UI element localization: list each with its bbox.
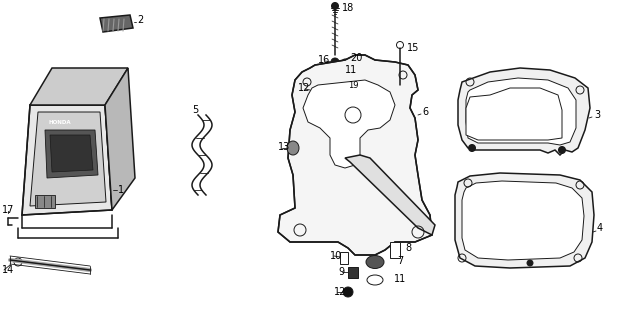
Polygon shape	[455, 173, 594, 268]
Circle shape	[332, 3, 339, 10]
Polygon shape	[462, 181, 584, 260]
Polygon shape	[466, 88, 562, 140]
Text: 6: 6	[422, 107, 428, 117]
Polygon shape	[22, 105, 112, 215]
Polygon shape	[340, 252, 348, 264]
Circle shape	[527, 260, 533, 266]
Circle shape	[559, 147, 566, 154]
Text: 20: 20	[350, 53, 362, 63]
Circle shape	[307, 86, 314, 93]
Polygon shape	[278, 55, 432, 255]
Text: 19: 19	[348, 81, 359, 90]
Polygon shape	[30, 68, 128, 105]
Polygon shape	[390, 242, 400, 258]
Text: 16: 16	[318, 55, 330, 65]
Polygon shape	[35, 195, 55, 208]
Polygon shape	[30, 112, 106, 206]
Text: 11: 11	[345, 65, 357, 75]
Ellipse shape	[366, 255, 384, 268]
Text: 8: 8	[405, 243, 411, 253]
Text: 9: 9	[338, 267, 344, 277]
Text: HONDA: HONDA	[49, 119, 71, 124]
Polygon shape	[100, 15, 133, 32]
Text: 12: 12	[334, 287, 346, 297]
Polygon shape	[348, 267, 358, 278]
Text: 5: 5	[192, 105, 198, 115]
Circle shape	[343, 287, 353, 297]
Text: 7: 7	[397, 256, 403, 266]
Text: 1: 1	[118, 185, 124, 195]
Text: 17: 17	[2, 205, 14, 215]
Text: 18: 18	[342, 3, 354, 13]
Circle shape	[331, 58, 339, 66]
Polygon shape	[466, 78, 576, 145]
Ellipse shape	[287, 141, 299, 155]
Polygon shape	[45, 130, 98, 178]
Text: 13: 13	[278, 142, 290, 152]
Polygon shape	[105, 68, 135, 210]
Polygon shape	[458, 68, 590, 155]
Text: 10: 10	[330, 251, 342, 261]
Text: 11: 11	[394, 274, 406, 284]
Text: 14: 14	[2, 265, 14, 275]
Polygon shape	[50, 135, 93, 172]
Text: 4: 4	[597, 223, 603, 233]
Text: 12: 12	[298, 83, 310, 93]
Text: 2: 2	[137, 15, 143, 25]
Polygon shape	[345, 155, 435, 235]
Text: 3: 3	[594, 110, 600, 120]
Text: 15: 15	[407, 43, 419, 53]
Circle shape	[468, 145, 475, 151]
Polygon shape	[303, 80, 395, 168]
